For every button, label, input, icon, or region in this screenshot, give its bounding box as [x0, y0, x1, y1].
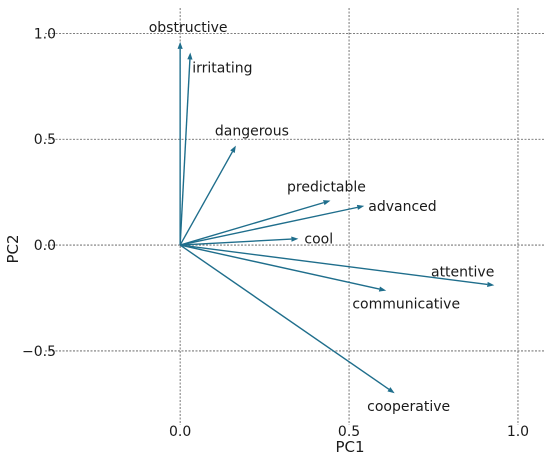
vector-shaft — [179, 206, 358, 246]
vector-arrowhead — [177, 41, 183, 49]
vector-cooperative: cooperative — [179, 244, 450, 415]
y-tick-label: 0.5 — [34, 132, 56, 148]
vector-communicative: communicative — [179, 244, 460, 313]
x-tick-label: 1.0 — [507, 424, 529, 440]
loading-vectors: obstructive irritating dangerous predictabl… — [149, 20, 495, 415]
vector-label: cool — [304, 232, 333, 248]
vector-label: communicative — [352, 297, 460, 313]
y-tick-label: 1.0 — [34, 26, 56, 42]
vector-obstructive: obstructive — [149, 20, 228, 246]
vector-arrowhead — [387, 387, 395, 394]
vector-arrowhead — [187, 52, 193, 60]
vector-shaft — [180, 244, 488, 286]
vector-attentive: attentive — [180, 244, 495, 287]
y-tick-label: 0.0 — [34, 238, 56, 254]
y-tick-label: −0.5 — [22, 344, 56, 360]
vector-label: predictable — [287, 180, 366, 196]
vector-label: attentive — [431, 264, 494, 280]
vector-label: cooperative — [367, 399, 450, 415]
vector-shaft — [180, 238, 292, 246]
vector-arrowhead — [378, 286, 387, 292]
x-tick-label: 0.5 — [338, 424, 360, 440]
x-tick-label: 0.0 — [169, 424, 191, 440]
vector-dangerous: dangerous — [179, 124, 289, 246]
vector-label: dangerous — [215, 124, 289, 140]
x-axis-label: PC1 — [335, 438, 364, 456]
vector-label: advanced — [368, 199, 436, 215]
vector-arrowhead — [291, 236, 299, 242]
vector-shaft — [179, 59, 191, 246]
vector-arrowhead — [356, 204, 365, 210]
x-tick-labels: 0.0 0.5 1.0 — [169, 424, 529, 440]
vector-shaft — [179, 151, 234, 246]
vector-irritating: irritating — [179, 52, 253, 246]
vector-arrowhead — [323, 200, 331, 206]
vector-cool: cool — [180, 232, 333, 248]
vector-shaft — [179, 244, 380, 290]
vector-predictable: predictable — [179, 180, 366, 246]
vector-arrowhead — [230, 145, 236, 153]
vector-label: irritating — [192, 60, 252, 76]
vector-advanced: advanced — [179, 199, 437, 246]
vector-shaft — [179, 201, 324, 246]
y-tick-labels: −0.5 0.0 0.5 1.0 — [22, 26, 56, 360]
grid-lines — [45, 8, 545, 425]
y-axis-label: PC2 — [4, 234, 22, 263]
vector-arrowhead — [487, 281, 495, 287]
vector-label: obstructive — [149, 20, 228, 36]
vector-shaft — [179, 244, 390, 390]
